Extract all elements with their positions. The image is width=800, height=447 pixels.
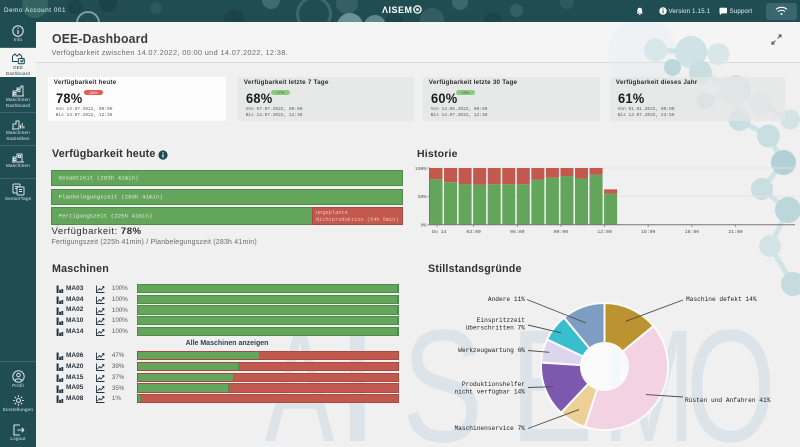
svg-text:03:00: 03:00 — [466, 229, 481, 235]
svg-text:21:00: 21:00 — [728, 229, 743, 235]
svg-text:12:00: 12:00 — [597, 229, 612, 235]
svg-text:100%: 100% — [415, 166, 427, 172]
svg-text:0%: 0% — [421, 223, 427, 229]
svg-text:09:00: 09:00 — [554, 229, 569, 235]
svg-text:18:00: 18:00 — [685, 229, 700, 235]
svg-text:Werkzeugwartung 6%: Werkzeugwartung 6% — [458, 347, 525, 354]
svg-text:Andere 11%: Andere 11% — [488, 296, 525, 303]
svg-text:Maschine defekt 14%: Maschine defekt 14% — [686, 296, 757, 303]
svg-text:Produktionshelfer: Produktionshelfer — [462, 381, 525, 388]
svg-text:Rüsten und Anfahren 41%: Rüsten und Anfahren 41% — [685, 397, 771, 404]
svg-text:Do 14: Do 14 — [432, 229, 447, 235]
svg-text:nicht verfügbar 14%: nicht verfügbar 14% — [454, 389, 525, 396]
svg-text:06:00: 06:00 — [510, 229, 525, 235]
svg-text:überschritten 7%: überschritten 7% — [466, 325, 526, 332]
svg-text:15:00: 15:00 — [641, 229, 656, 235]
svg-text:Maschinenservice 7%: Maschinenservice 7% — [454, 425, 525, 432]
svg-text:50%: 50% — [418, 194, 427, 200]
svg-text:Einspritzzeit: Einspritzzeit — [477, 317, 526, 324]
